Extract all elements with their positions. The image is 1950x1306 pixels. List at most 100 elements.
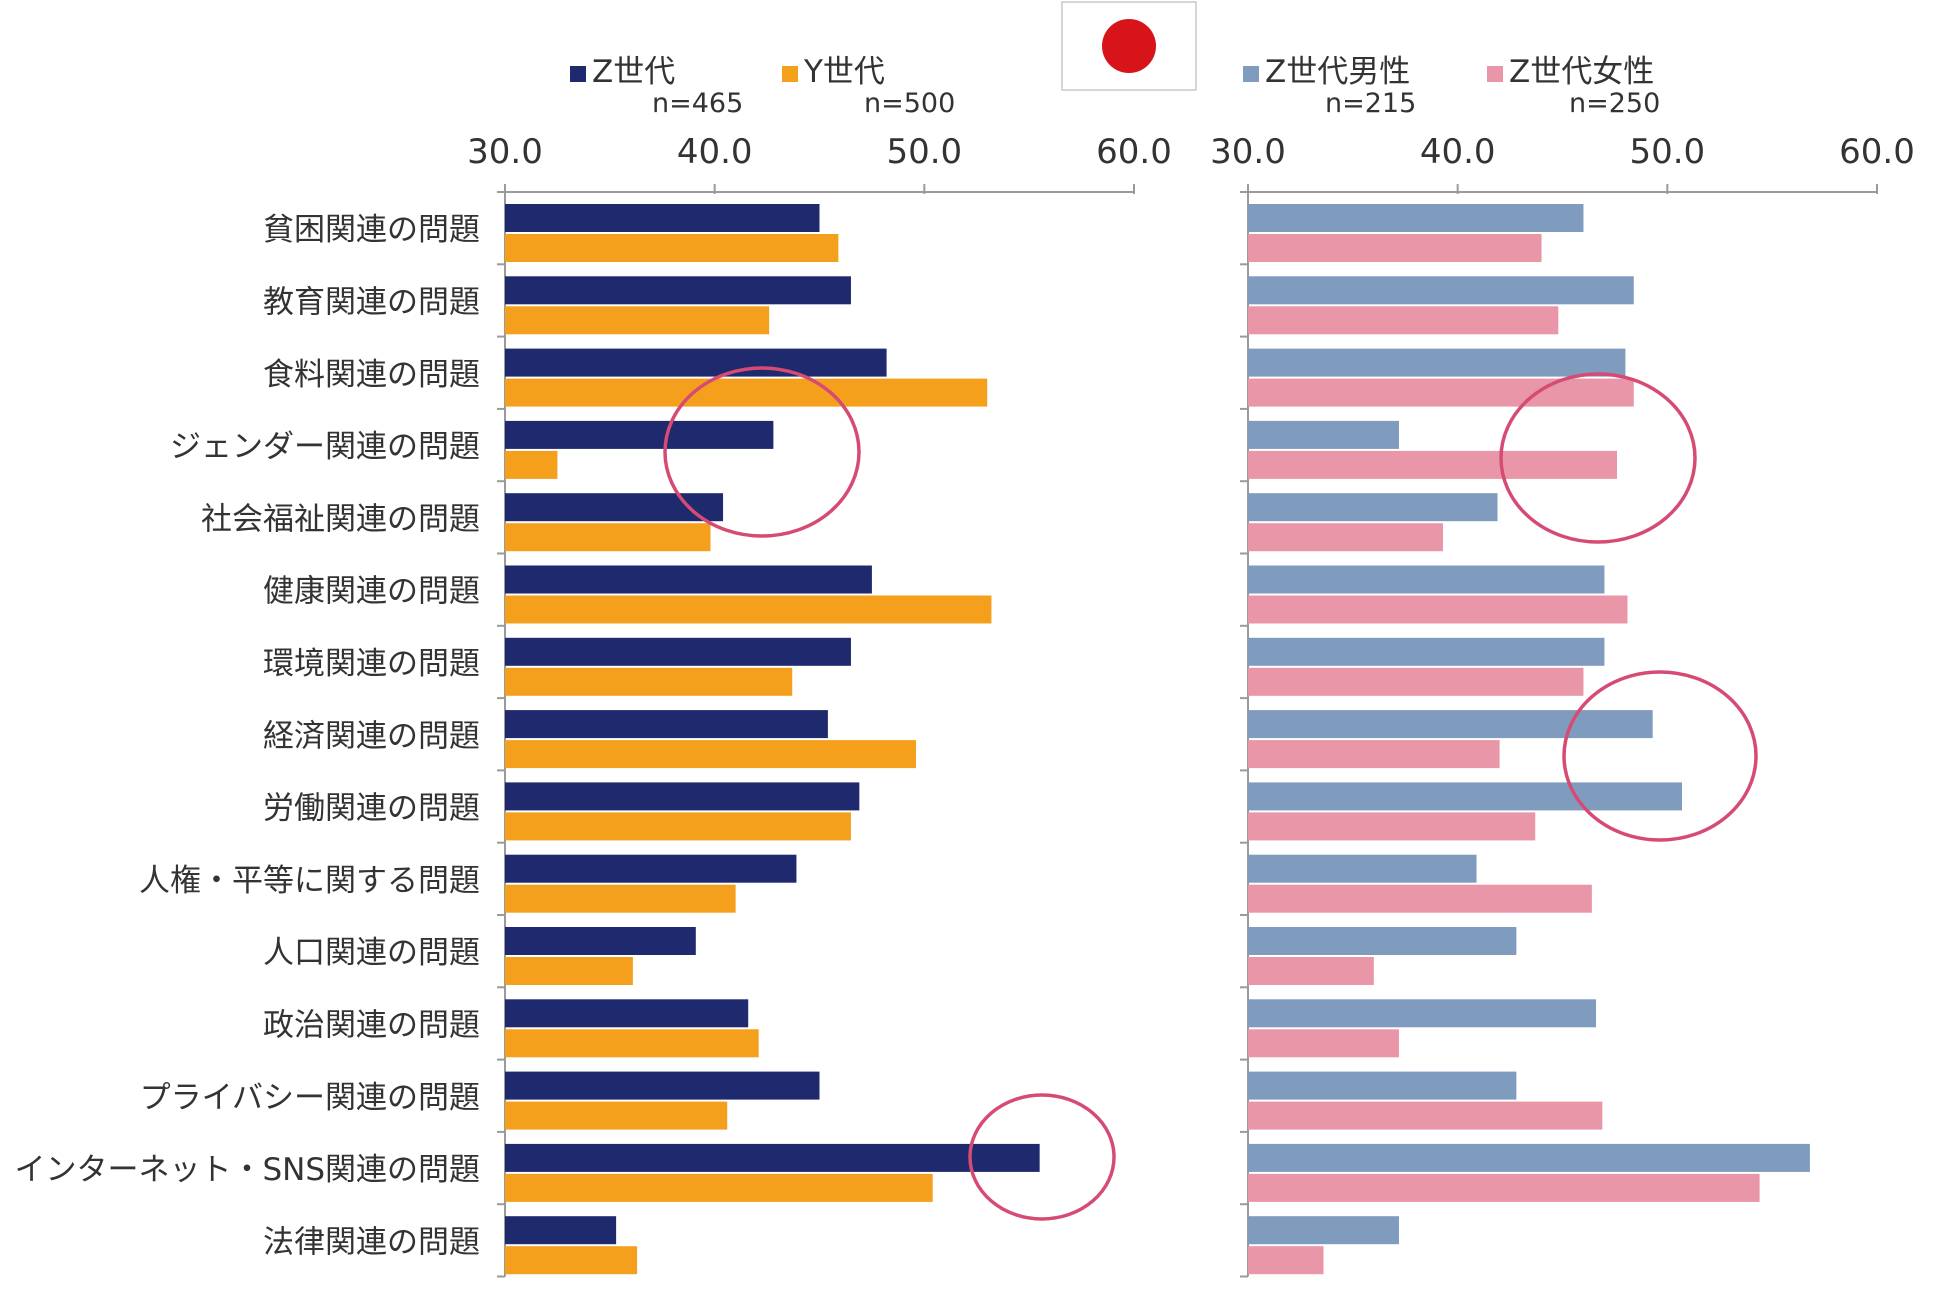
category-label: 人口関連の問題 xyxy=(263,935,480,971)
bar-z-female xyxy=(1248,812,1536,841)
bar-z-male xyxy=(1248,1143,1810,1172)
bar-z-gen xyxy=(505,710,828,739)
bar-y-gen xyxy=(505,1173,933,1202)
bar-z-gen xyxy=(505,927,696,955)
bar-y-gen xyxy=(505,523,711,552)
legend-label: Z世代男性 xyxy=(1265,54,1410,90)
legend-label: Z世代女性 xyxy=(1509,54,1654,90)
highlight-circle xyxy=(1562,670,1758,842)
category-label: インターネット・SNS関連の問題 xyxy=(14,1152,480,1188)
legend-swatch xyxy=(1243,66,1259,82)
bar-y-gen xyxy=(505,1246,638,1275)
category-label: 政治関連の問題 xyxy=(263,1007,480,1043)
bar-z-female xyxy=(1248,523,1443,552)
bar-z-female xyxy=(1248,667,1584,696)
bar-z-gen xyxy=(505,276,851,305)
bar-z-female xyxy=(1248,306,1559,335)
category-label: 人権・平等に関する問題 xyxy=(139,863,480,899)
bar-z-female xyxy=(1248,234,1542,262)
category-label: ジェンダー関連の問題 xyxy=(170,429,480,465)
bar-z-male xyxy=(1248,782,1683,811)
bar-z-male xyxy=(1248,493,1498,522)
legend-n-label: n=215 xyxy=(1325,88,1416,119)
bar-y-gen xyxy=(505,595,992,624)
bar-z-male xyxy=(1248,276,1634,305)
bar-z-male xyxy=(1248,927,1517,955)
bar-z-gen xyxy=(505,1071,820,1100)
legend-label: Y世代 xyxy=(803,54,885,90)
highlight-circle xyxy=(1499,372,1697,544)
bar-z-male xyxy=(1248,1071,1517,1100)
bar-z-male xyxy=(1248,999,1597,1028)
bar-z-male xyxy=(1248,710,1653,739)
bar-y-gen xyxy=(505,957,633,985)
highlight-circle xyxy=(968,1093,1116,1221)
bar-z-female xyxy=(1248,450,1618,479)
bar-z-female xyxy=(1248,1246,1324,1275)
bar-y-gen xyxy=(505,378,988,407)
x-tick-label: 60.0 xyxy=(1096,132,1172,172)
category-label: 環境関連の問題 xyxy=(263,646,480,682)
bar-y-gen xyxy=(505,1029,759,1058)
x-tick-label: 40.0 xyxy=(1420,132,1496,172)
x-tick-label: 60.0 xyxy=(1839,132,1915,172)
x-tick-label: 30.0 xyxy=(467,132,543,172)
bar-z-gen xyxy=(505,637,851,666)
bar-y-gen xyxy=(505,450,558,479)
bar-z-female xyxy=(1248,740,1500,769)
bar-z-gen xyxy=(505,1143,1040,1172)
legend-n-label: n=250 xyxy=(1569,88,1660,119)
x-tick-label: 50.0 xyxy=(1629,132,1705,172)
legend-label: Z世代 xyxy=(592,54,675,90)
bar-z-female xyxy=(1248,884,1592,913)
bar-y-gen xyxy=(505,812,851,841)
flag-sun xyxy=(1102,19,1156,73)
bar-z-gen xyxy=(505,999,749,1028)
category-label: 法律関連の問題 xyxy=(263,1224,480,1260)
bar-z-male xyxy=(1248,420,1399,449)
bar-z-gen xyxy=(505,348,887,377)
legend-swatch xyxy=(1487,66,1503,82)
bar-z-female xyxy=(1248,957,1374,985)
category-label: 社会福祉関連の問題 xyxy=(201,501,480,537)
bar-y-gen xyxy=(505,667,793,696)
category-label: 労働関連の問題 xyxy=(263,791,480,827)
bar-z-male xyxy=(1248,204,1584,232)
bar-z-female xyxy=(1248,595,1628,624)
bar-z-gen xyxy=(505,420,774,449)
category-label: 経済関連の問題 xyxy=(263,718,480,754)
chart-panel-1: 30.0 40.0 50.0 60.0 貧困関連の問題教育関連の問題食料関連の問題ジェン… xyxy=(14,54,1172,1278)
x-tick-label: 30.0 xyxy=(1210,132,1286,172)
bar-z-female xyxy=(1248,378,1634,407)
bar-y-gen xyxy=(505,884,736,913)
bar-z-female xyxy=(1248,1101,1603,1130)
bar-z-male xyxy=(1248,1216,1399,1245)
bar-y-gen xyxy=(505,306,770,335)
highlight-circle xyxy=(663,366,861,538)
bar-y-gen xyxy=(505,234,839,262)
bar-z-male xyxy=(1248,854,1477,883)
japan-flag-icon xyxy=(1061,1,1197,91)
category-label: 貧困関連の問題 xyxy=(263,212,480,248)
category-label: 教育関連の問題 xyxy=(263,284,480,320)
legend-swatch xyxy=(570,66,586,82)
bar-z-gen xyxy=(505,854,797,883)
x-tick-label: 40.0 xyxy=(677,132,753,172)
bar-z-gen xyxy=(505,204,820,232)
bar-z-male xyxy=(1248,348,1626,377)
bar-z-male xyxy=(1248,637,1605,666)
bar-z-gen xyxy=(505,565,872,594)
legend-swatch xyxy=(782,66,798,82)
bar-z-gen xyxy=(505,782,860,811)
bar-y-gen xyxy=(505,740,916,769)
bar-y-gen xyxy=(505,1101,728,1130)
category-label: 健康関連の問題 xyxy=(263,574,480,610)
bar-z-female xyxy=(1248,1029,1399,1058)
legend-n-label: n=465 xyxy=(652,88,743,119)
category-label: プライバシー関連の問題 xyxy=(140,1080,480,1116)
legend-n-label: n=500 xyxy=(864,88,955,119)
bar-z-gen xyxy=(505,1216,617,1245)
